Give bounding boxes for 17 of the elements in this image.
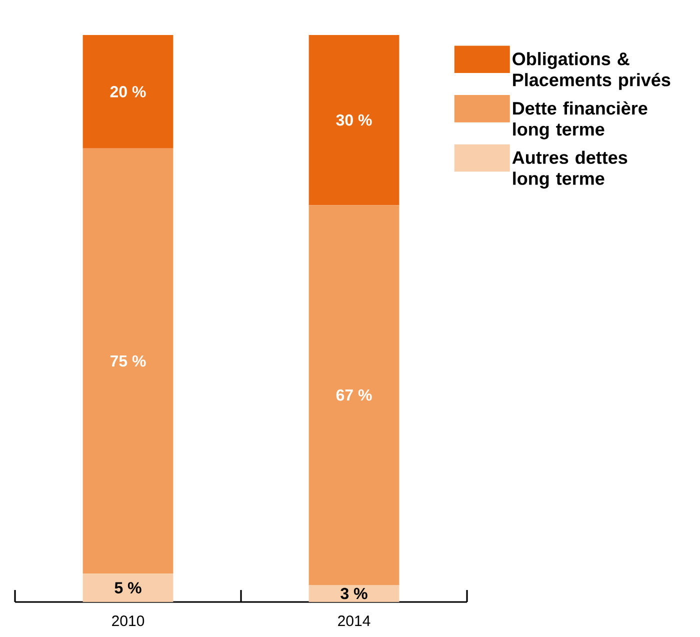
bar [308,205,400,585]
x-tick-label: 2014 [338,616,370,626]
data-label: 67 % [336,389,372,401]
legend-label: Dette financière long terme [513,101,648,140]
data-label: 20 % [110,86,146,98]
bar [82,34,174,148]
data-label: 30 % [336,114,372,126]
bar [308,584,400,602]
data-label: 3 % [340,588,368,600]
x-tick-label: 2010 [112,616,144,626]
data-label: 5 % [114,582,142,594]
data-label: 75 % [110,355,146,367]
bar [82,574,174,602]
bar [308,34,400,206]
legend-label: Autres dettes long terme [512,150,628,189]
bar [82,148,174,574]
legend-label: Obligations & Placements privés [512,52,670,90]
